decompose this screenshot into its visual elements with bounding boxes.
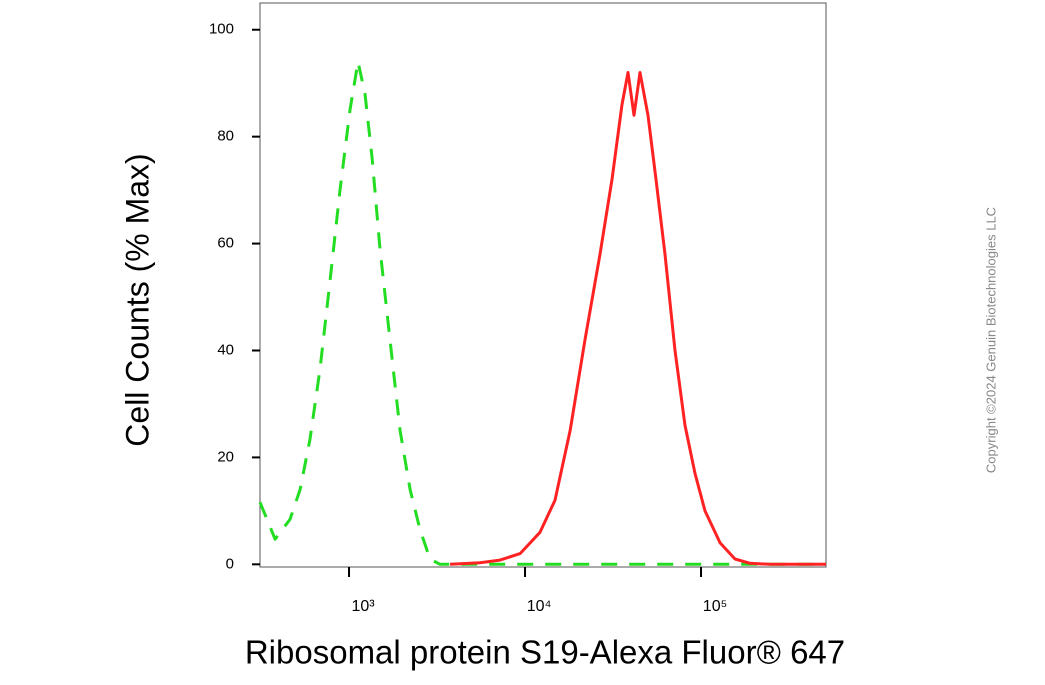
y-tick-label: 60 (217, 235, 234, 252)
x-axis-label: Ribosomal protein S19-Alexa Fluor® 647 (245, 634, 845, 671)
x-tick-label: 10³ (351, 598, 375, 615)
y-tick-label: 40 (217, 341, 234, 358)
y-tick-label: 100 (209, 21, 234, 38)
plot-frame (259, 2, 827, 568)
x-tick-label: 10⁵ (703, 598, 727, 615)
watermark: Copyright ©2024 Genuin Biotechnologies L… (983, 207, 998, 473)
series-line (450, 71, 826, 566)
x-tick-label: 10⁴ (527, 598, 552, 615)
y-tick-label: 0 (226, 555, 234, 572)
y-tick-label: 20 (217, 448, 234, 465)
y-axis-label: Cell Counts (% Max) (119, 153, 155, 446)
series-line (258, 60, 826, 566)
y-tick-label: 80 (217, 128, 234, 145)
